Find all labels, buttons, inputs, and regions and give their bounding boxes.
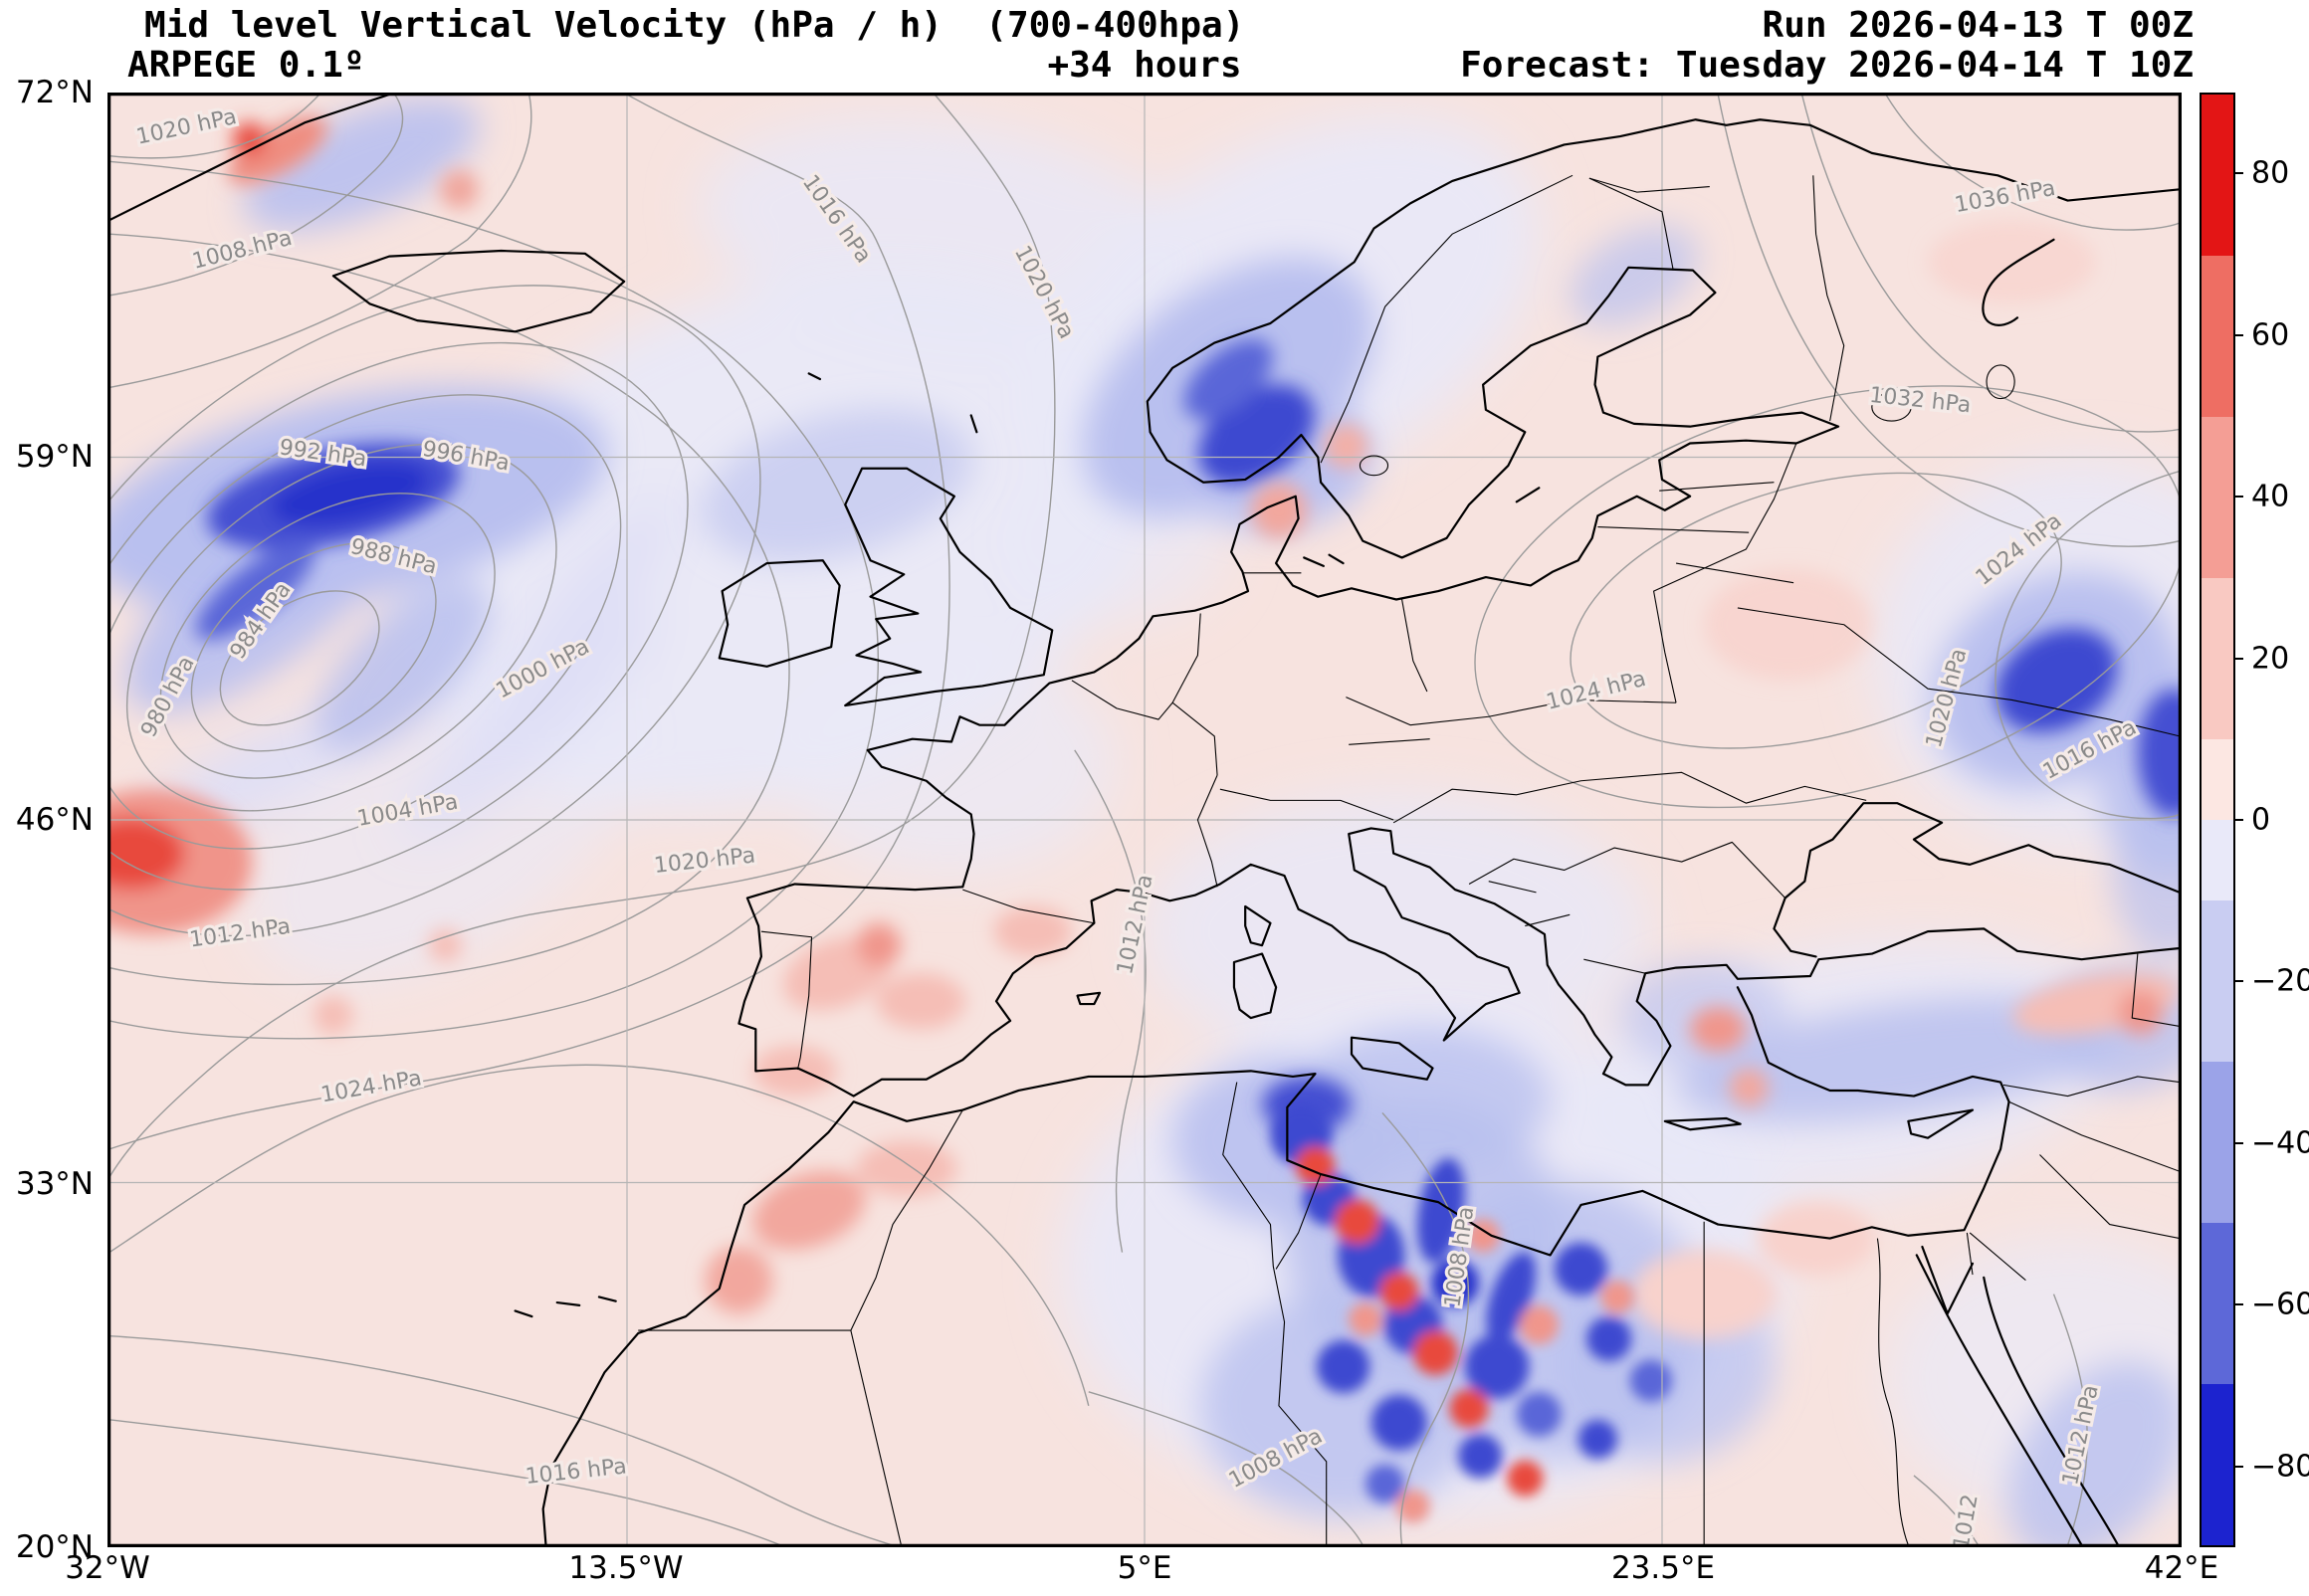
map-plot-area: 1020 hPa1008 hPa1016 hPa1020 hPa1036 hPa… [107,93,2182,1547]
coastline-sardinia [1234,954,1276,1018]
lake-vanern [1360,456,1387,476]
coastline-canary-islands [516,1297,616,1316]
colorbar-tick-mark [2235,657,2243,660]
colorbar-band [2202,820,2233,900]
y-axis-tick-labels: 72°N 59°N 46°N 33°N 20°N [0,75,100,1565]
lake-onega [1987,365,2014,399]
colorbar-tick-label: 20 [2251,641,2290,677]
country-borders [638,175,2180,1545]
colorbar-tick-label: −80 [2251,1449,2309,1485]
colorbar-band [2202,1383,2233,1545]
y-tick-label: 72°N [15,75,94,110]
colorbar-band [2202,1062,2233,1223]
lake-ladoga [1872,393,1911,421]
x-tick-label: 13.5°W [568,1550,684,1586]
colorbar-band [2202,255,2233,417]
x-tick-label: 42°E [2144,1550,2219,1586]
colorbar-band [2202,738,2233,820]
x-tick-label: 5°E [1117,1550,1172,1586]
coastlines [109,95,2180,1545]
colorbar-tick-mark [2235,1465,2243,1468]
colorbar-tick-mark [2235,819,2243,821]
colorbar-band [2202,416,2233,578]
colorbar-tick-label: 40 [2251,479,2290,514]
coastline-greenland [109,95,389,220]
colorbar-tick-label: 80 [2251,155,2290,191]
colorbar-tick-mark [2235,1303,2243,1306]
coastline-great-britain [845,469,1052,705]
coastline-ireland [720,560,840,667]
colorbar-band [2202,900,2233,1062]
coastline-iceland [333,251,624,331]
coastline-cyprus [1908,1110,1973,1138]
colorbar-tick-label: 60 [2251,317,2290,353]
colorbar-band [2202,1223,2233,1384]
y-tick-label: 20°N [15,1529,94,1565]
coastline-sicily [1352,1038,1433,1080]
colorbar-band [2202,95,2233,256]
y-tick-label: 33°N [15,1165,94,1202]
coastline-white-sea [1983,240,2053,325]
colorbar-tick-mark [2235,172,2243,175]
coastline-balearics [1078,993,1100,1004]
colorbar-bands [2202,95,2233,1545]
colorbar-tick-label: −60 [2251,1287,2309,1322]
coastline-faroe-shetland [809,373,977,432]
coastline-black-sea-north [1774,803,2180,956]
colorbar-tick-marks [2235,93,2245,1547]
coastline-red-sea-west [1917,1255,2082,1545]
colorbar-tick-mark [2235,980,2243,983]
coastline-danish-islands [1304,555,1343,566]
page-title: Mid level Vertical Velocity (hPa / h) (7… [144,5,1245,46]
nile-river [1877,1239,1908,1545]
y-tick-label: 59°N [15,438,94,475]
shading-sahara-dapples [1270,1103,1672,1523]
y-tick-label: 46°N [15,802,94,838]
x-axis-tick-labels: 32°W 13.5°W 5°E 23.5°E 42°E [65,1550,2218,1590]
shading-blue-cores [195,338,2180,1133]
weather-map: 1020 hPa1008 hPa1016 hPa1020 hPa1036 hPa… [109,95,2180,1545]
forecast-label: Forecast: Tuesday 2026-04-14 T 10Z [1460,45,2194,86]
coastline-sinai [1922,1247,1973,1313]
colorbar-tick-mark [2235,1141,2243,1144]
coastline-corsica [1245,906,1270,945]
colorbar-tick-mark [2235,333,2243,336]
coastline-gotland [1517,488,1539,501]
colorbar-tick-mark [2235,496,2243,499]
x-tick-label: 32°W [65,1550,150,1586]
colorbar-tick-labels: 80 60 40 20 0 −20 −40 −60 −80 [2251,93,2309,1547]
x-tick-label: 23.5°E [1610,1550,1716,1586]
model-label: ARPEGE 0.1º [127,45,365,86]
isobar-contours [109,95,2180,1545]
lat-lon-gridlines [109,95,2180,1545]
coastline-europe-mainland [738,119,2180,1096]
coastline-crete [1665,1118,1741,1129]
colorbar-tick-label: −40 [2251,1125,2309,1161]
colorbar-band [2202,578,2233,739]
coastline-red-sea-east [1984,1278,2118,1545]
lead-time-label: +34 hours [1047,45,1242,86]
colorbar-tick-label: −20 [2251,963,2309,999]
run-label: Run 2026-04-13 T 00Z [1762,5,2194,46]
colorbar [2200,93,2235,1547]
colorbar-tick-label: 0 [2251,802,2271,838]
